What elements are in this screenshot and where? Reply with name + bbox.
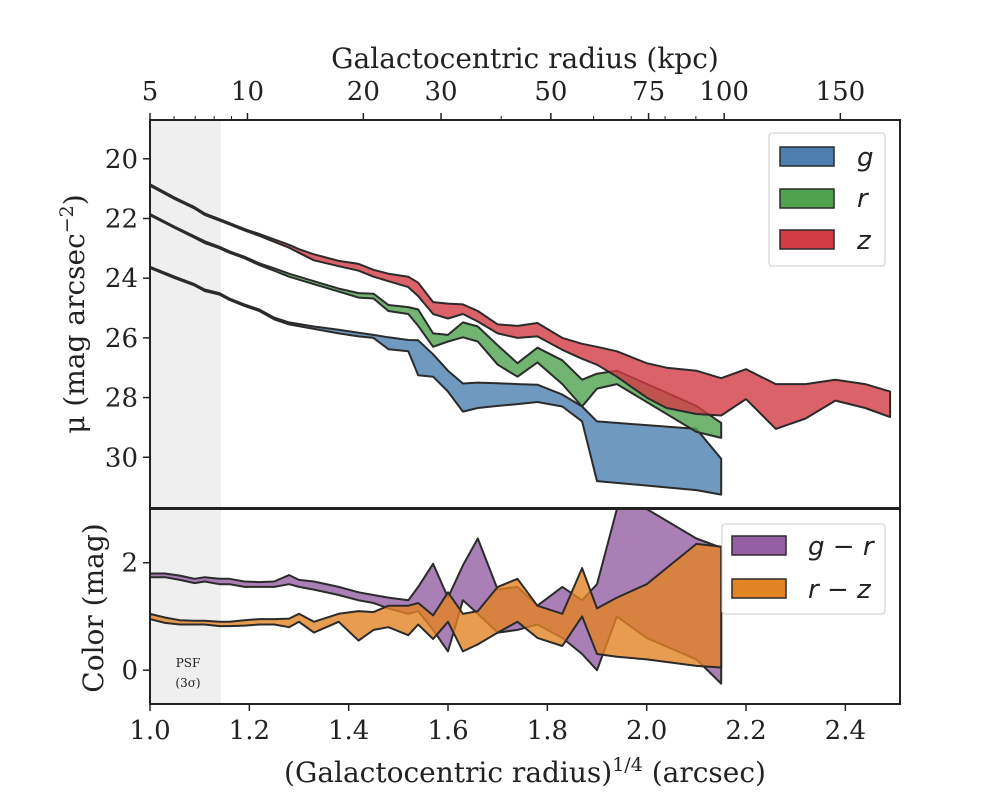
band-z bbox=[150, 183, 892, 430]
legend-swatch-r bbox=[779, 188, 835, 209]
bottom-y-axis-title: Color (mag) bbox=[77, 523, 110, 692]
legend-swatch-g bbox=[779, 146, 835, 167]
top-y-axis-title-main: μ (mag arcsec bbox=[58, 233, 91, 433]
top-y-axis-title-close: ) bbox=[58, 194, 91, 205]
top-y-tick-label: 28 bbox=[105, 384, 138, 414]
top-y-tick-label: 26 bbox=[105, 324, 138, 354]
bottom-x-tick-label: 2.4 bbox=[825, 716, 866, 746]
bottom-x-tick-label: 2.2 bbox=[725, 716, 766, 746]
top-legend: g r z bbox=[768, 132, 886, 267]
legend-label-z: z bbox=[856, 226, 872, 256]
top-axis-title: Galactocentric radius (kpc) bbox=[331, 42, 719, 75]
legend-label-g-r: g − r bbox=[808, 532, 876, 562]
bottom-x-axis-title: (Galactocentric radius)1/4 (arcsec) bbox=[284, 754, 766, 789]
band-g-minus-r bbox=[150, 509, 723, 685]
color-bands bbox=[150, 509, 723, 685]
top-panel-top-ticks: 5 10 20 30 50 75 100 150 bbox=[142, 77, 865, 120]
top-kpc-tick-label: 20 bbox=[347, 77, 380, 107]
top-kpc-tick-label: 100 bbox=[699, 77, 749, 107]
psf-label-line2: (3σ) bbox=[175, 676, 200, 690]
bottom-x-tick-label: 1.8 bbox=[527, 716, 568, 746]
top-y-tick-label: 24 bbox=[105, 264, 138, 294]
psf-label-line1: PSF bbox=[176, 656, 201, 670]
surface-brightness-bands bbox=[150, 183, 892, 496]
legend-label-r: r bbox=[857, 184, 870, 214]
top-kpc-tick-label: 10 bbox=[231, 77, 264, 107]
bottom-y-tick-label: 2 bbox=[121, 549, 138, 579]
psf-band-top bbox=[150, 120, 221, 508]
top-kpc-tick-label: 30 bbox=[425, 77, 458, 107]
band-r bbox=[150, 213, 723, 439]
bottom-x-axis-title-tail: (arcsec) bbox=[643, 756, 766, 789]
legend-label-r-z: r − z bbox=[808, 575, 872, 605]
bottom-panel-frame bbox=[149, 508, 901, 705]
top-y-axis-title-exp: −2 bbox=[56, 205, 78, 233]
band-g bbox=[150, 265, 723, 496]
top-panel-y-ticks: 20 22 24 26 28 30 bbox=[105, 145, 150, 473]
bottom-x-tick-label: 2.0 bbox=[626, 716, 667, 746]
surface-brightness-panel: 20 22 24 26 28 30 5 10 20 30 50 75 100 150 g r z bbox=[105, 77, 901, 509]
top-y-tick-label: 22 bbox=[105, 204, 138, 234]
legend-swatch-r-z bbox=[731, 578, 787, 599]
bottom-x-axis-title-exp: 1/4 bbox=[612, 754, 643, 776]
legend-swatch-z bbox=[779, 229, 835, 250]
bottom-x-tick-label: 1.4 bbox=[328, 716, 369, 746]
legend-swatch-g-r bbox=[731, 535, 787, 556]
top-y-tick-label: 30 bbox=[105, 443, 138, 473]
psf-band-bottom bbox=[150, 509, 221, 704]
bottom-y-tick-label: 0 bbox=[121, 656, 138, 686]
top-kpc-tick-label: 75 bbox=[632, 77, 665, 107]
top-y-axis-title: μ (mag arcsec−2) bbox=[56, 194, 91, 433]
bottom-x-tick-label: 1.0 bbox=[129, 716, 170, 746]
top-kpc-tick-label: 50 bbox=[534, 77, 567, 107]
top-y-tick-label: 20 bbox=[105, 145, 138, 175]
band-r-minus-z bbox=[150, 542, 723, 669]
top-kpc-tick-label: 150 bbox=[816, 77, 866, 107]
color-panel: 02 1.0 1.2 1.4 1.6 1.8 2.0 2.2 2.4 PSF (3σ) g −… bbox=[121, 508, 901, 746]
top-kpc-tick-label: 5 bbox=[142, 77, 159, 107]
legend-label-g: g bbox=[857, 143, 874, 173]
bottom-x-tick-label: 1.6 bbox=[427, 716, 468, 746]
bottom-x-axis-title-main: (Galactocentric radius) bbox=[284, 756, 612, 789]
bottom-panel-x-ticks: 1.0 1.2 1.4 1.6 1.8 2.0 2.2 2.4 bbox=[129, 704, 866, 746]
bottom-panel-y-ticks: 02 bbox=[121, 549, 150, 686]
bottom-x-tick-label: 1.2 bbox=[229, 716, 270, 746]
bottom-legend: g − r r − z bbox=[721, 523, 886, 615]
